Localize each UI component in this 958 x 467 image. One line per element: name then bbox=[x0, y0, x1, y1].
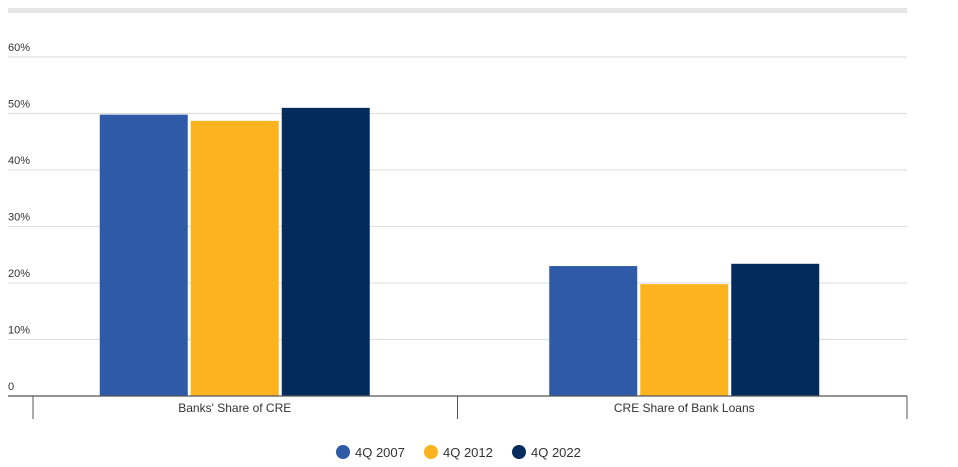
y-tick-label: 60% bbox=[8, 42, 30, 54]
bar bbox=[640, 284, 729, 396]
legend-label: 4Q 2022 bbox=[531, 445, 581, 460]
bar bbox=[731, 263, 820, 396]
legend-marker bbox=[512, 445, 526, 459]
legend-marker bbox=[424, 445, 438, 459]
legend-marker bbox=[336, 445, 350, 459]
y-tick-label: 10% bbox=[8, 325, 30, 337]
x-category-label: Banks' Share of CRE bbox=[178, 401, 291, 415]
legend-label: 4Q 2012 bbox=[443, 445, 493, 460]
y-tick-label: 30% bbox=[8, 212, 30, 224]
legend-label: 4Q 2007 bbox=[355, 445, 405, 460]
x-category-label: CRE Share of Bank Loans bbox=[614, 401, 755, 415]
y-tick-label: 40% bbox=[8, 155, 30, 167]
y-tick-label: 50% bbox=[8, 99, 30, 111]
top-band bbox=[8, 8, 907, 13]
bar bbox=[190, 120, 279, 396]
bar bbox=[549, 266, 638, 396]
y-tick-label: 20% bbox=[8, 268, 30, 280]
y-tick-label: 0 bbox=[8, 381, 14, 393]
bar bbox=[281, 107, 370, 396]
bar bbox=[99, 114, 188, 396]
